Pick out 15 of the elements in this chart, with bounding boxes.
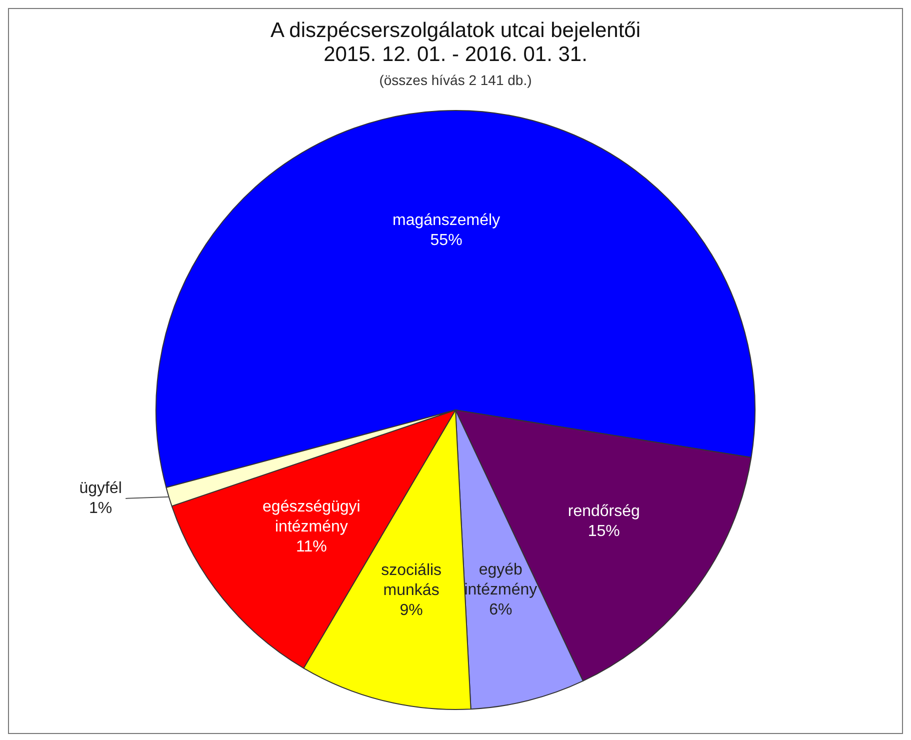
slice-label: egészségügyi intézmény	[262, 498, 360, 536]
slice-label: rendőrség	[568, 503, 640, 520]
data-label: 1%	[89, 500, 112, 517]
data-label: 9%	[400, 602, 423, 619]
data-label: 55%	[430, 232, 462, 249]
data-label: 15%	[588, 523, 620, 540]
slice-label: ügyfél	[79, 480, 122, 497]
chart-title: A diszpécserszolgálatok utcai bejelentői	[269, 18, 642, 43]
chart-subtitle: 2015. 12. 01. - 2016. 01. 31.	[322, 43, 588, 67]
slice-label: magánszemély	[392, 212, 500, 229]
text: (összes hívás 2 141 db.)	[378, 72, 533, 88]
data-label: 11%	[296, 538, 327, 556]
slice-label: egyéb intézmény	[464, 562, 538, 599]
slice-label: szociális munkás	[381, 562, 442, 599]
data-label: 6%	[489, 602, 512, 619]
